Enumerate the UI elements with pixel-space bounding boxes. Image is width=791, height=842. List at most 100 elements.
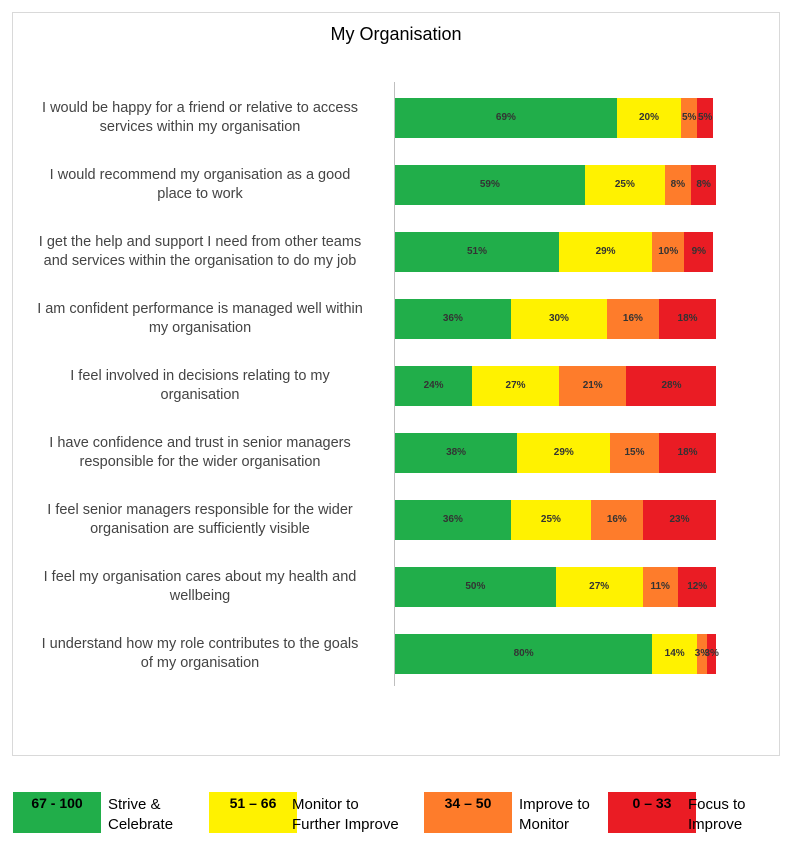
data-label: 14% bbox=[664, 648, 685, 659]
legend-text-line: Focus to bbox=[688, 796, 746, 813]
data-label: 29% bbox=[595, 246, 616, 257]
bar-segment bbox=[616, 98, 682, 138]
data-label: 3% bbox=[704, 648, 719, 659]
category-label: I get the help and support I need from o… bbox=[14, 233, 386, 271]
data-label: 5% bbox=[698, 112, 713, 123]
legend-text: Strive & Celebrate bbox=[108, 795, 173, 835]
bar-segment bbox=[395, 634, 653, 674]
bar-segment bbox=[395, 98, 617, 138]
legend-swatch: 51 – 66 bbox=[209, 792, 297, 833]
category-label-line: services within my organisation bbox=[99, 119, 301, 135]
data-label: 69% bbox=[495, 112, 516, 123]
category-label: I have confidence and trust in senior ma… bbox=[14, 434, 386, 472]
category-label-line: I would recommend my organisation as a g… bbox=[49, 167, 351, 183]
legend-text-line: Improve bbox=[688, 816, 743, 833]
bar-segment bbox=[690, 165, 717, 205]
data-label: 10% bbox=[658, 246, 679, 257]
bar-segment bbox=[681, 98, 698, 138]
bar-segment bbox=[626, 366, 717, 406]
data-label: 27% bbox=[589, 581, 610, 592]
bar-segment bbox=[584, 165, 666, 205]
data-label: 25% bbox=[614, 179, 635, 190]
category-label-line: I feel my organisation cares about my he… bbox=[43, 569, 357, 585]
bar-segment bbox=[652, 232, 685, 272]
bar-segment bbox=[558, 232, 653, 272]
bar-segment bbox=[610, 433, 659, 473]
chart-title: My Organisation bbox=[330, 24, 462, 44]
data-label: 36% bbox=[442, 313, 463, 324]
legend-text-line: Further Improve bbox=[292, 816, 399, 833]
legend-text-line: Celebrate bbox=[108, 816, 174, 833]
data-label: 18% bbox=[677, 313, 698, 324]
category-label-line: I feel senior managers responsible for t… bbox=[47, 502, 353, 518]
data-label: 80% bbox=[513, 648, 534, 659]
data-label: 24% bbox=[423, 380, 444, 391]
category-label-line: and services within the organisation to … bbox=[43, 253, 357, 269]
legend-text: Improve to Monitor bbox=[519, 795, 590, 835]
legend-text-line: Improve to bbox=[519, 796, 590, 813]
bar-segment bbox=[395, 500, 511, 540]
data-label: 8% bbox=[670, 179, 686, 190]
category-label-line: responsible for the wider organisation bbox=[79, 454, 321, 470]
bar-segment bbox=[395, 366, 473, 406]
category-label-line: place to work bbox=[157, 186, 243, 202]
bar-segment bbox=[642, 567, 678, 607]
bar-segment bbox=[697, 634, 707, 674]
bar-segment bbox=[510, 299, 608, 339]
bar-segment bbox=[706, 634, 717, 674]
data-label: 5% bbox=[681, 112, 697, 123]
data-label: 29% bbox=[553, 447, 574, 458]
category-label-line: of my organisation bbox=[140, 655, 260, 671]
bar-segment bbox=[395, 567, 556, 607]
bar-segment bbox=[555, 567, 643, 607]
category-label-line: I have confidence and trust in senior ma… bbox=[49, 435, 351, 451]
legend-text-line: Monitor to bbox=[292, 796, 359, 813]
bar-segment bbox=[607, 299, 659, 339]
category-label-line: I get the help and support I need from o… bbox=[38, 234, 362, 250]
category-label: I would be happy for a friend or relativ… bbox=[14, 99, 386, 137]
data-label: 18% bbox=[677, 447, 698, 458]
category-label: I feel senior managers responsible for t… bbox=[14, 501, 386, 539]
data-label: 3% bbox=[694, 648, 710, 659]
bar-segment bbox=[395, 165, 585, 205]
category-label-line: my organisation bbox=[148, 320, 252, 336]
data-label: 28% bbox=[661, 380, 682, 391]
category-label-line: wellbeing bbox=[169, 588, 231, 604]
data-label: 25% bbox=[540, 514, 561, 525]
data-label: 12% bbox=[687, 581, 708, 592]
category-label-line: I understand how my role contributes to … bbox=[41, 636, 359, 652]
bar-segment bbox=[395, 299, 511, 339]
data-label: 27% bbox=[505, 380, 526, 391]
bar-segment bbox=[591, 500, 643, 540]
data-label: 21% bbox=[582, 380, 603, 391]
bar-segment bbox=[677, 567, 717, 607]
data-label: 59% bbox=[479, 179, 500, 190]
bar-segment bbox=[642, 500, 717, 540]
bar-segment bbox=[395, 232, 559, 272]
category-label-line: I feel involved in decisions relating to… bbox=[70, 368, 330, 384]
category-axis-line bbox=[394, 82, 395, 686]
bar-segment bbox=[472, 366, 559, 406]
category-label: I feel my organisation cares about my he… bbox=[14, 568, 386, 606]
bar-segment bbox=[658, 433, 717, 473]
data-label: 16% bbox=[622, 313, 643, 324]
bar-segment bbox=[517, 433, 611, 473]
legend-text: Focus to Improve bbox=[688, 795, 746, 835]
data-label: 36% bbox=[442, 514, 463, 525]
legend-swatch: 0 – 33 bbox=[608, 792, 696, 833]
category-label-line: organisation are sufficiently visible bbox=[90, 521, 310, 537]
data-label: 50% bbox=[465, 581, 486, 592]
data-label: 8% bbox=[696, 179, 711, 190]
bar-segment bbox=[684, 232, 714, 272]
data-label: 15% bbox=[624, 447, 645, 458]
bar-segment bbox=[665, 165, 691, 205]
category-label: I feel involved in decisions relating to… bbox=[14, 367, 386, 405]
data-label: 23% bbox=[669, 514, 690, 525]
legend-swatch: 34 – 50 bbox=[424, 792, 512, 833]
data-label: 20% bbox=[638, 112, 659, 123]
category-label-line: I would be happy for a friend or relativ… bbox=[42, 100, 358, 116]
data-label: 38% bbox=[446, 447, 467, 458]
category-label-line: I am confident performance is managed we… bbox=[37, 301, 363, 317]
data-label: 9% bbox=[691, 246, 707, 257]
legend-text-line: Strive & bbox=[108, 796, 161, 813]
